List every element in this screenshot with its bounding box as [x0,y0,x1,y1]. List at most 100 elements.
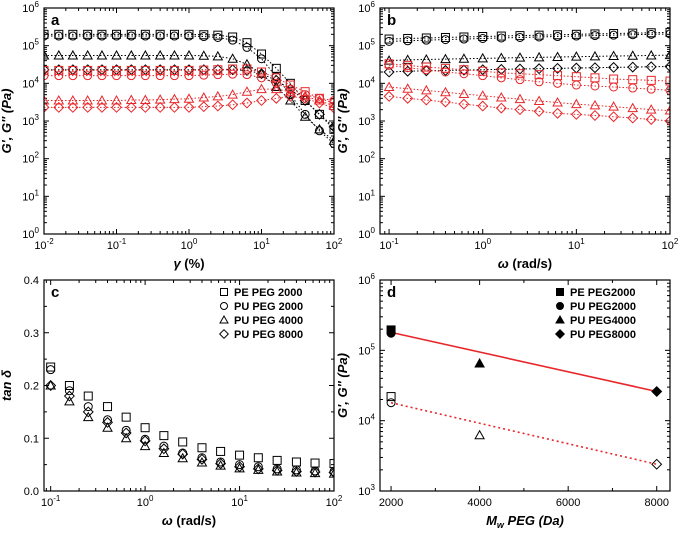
tick-exponent: 2 [338,237,343,246]
circle-marker [257,54,266,64]
legend-label: PU PEG8000 [570,329,636,341]
diamond-marker [514,104,526,116]
triangle-marker [198,50,210,60]
data-area [386,325,663,470]
tick-exponent: 6 [371,0,376,9]
diamond-marker [420,65,432,77]
y-tick-label: 106 [358,272,375,287]
square-marker [271,73,281,83]
circle-marker [228,35,238,45]
tick-exponent: 2 [371,151,376,160]
square-marker [459,65,469,75]
series [44,31,334,149]
tick-base: 4000 [467,497,491,509]
diamond-marker [313,108,325,120]
circle-marker [68,31,78,41]
series [44,29,334,134]
square-marker [665,76,670,86]
diamond-marker [183,101,195,113]
diamond-marker [439,96,451,108]
series [384,60,670,95]
square-marker [291,457,301,467]
y-axis-label: tan δ [0,370,14,401]
circle-marker [556,302,564,310]
circle-marker [140,31,150,41]
circle-marker [314,126,324,136]
x-tick-label: 100 [474,237,491,252]
circle-marker [272,464,282,474]
tick-base: 10 [181,240,193,252]
triangle-marker [111,49,122,60]
square-marker [496,68,506,78]
circle-marker [271,78,281,88]
triangle-marker [45,379,57,390]
y-tick-label: 106 [358,0,375,15]
diamond-marker [420,94,432,106]
circle-marker [571,31,581,41]
triangle-marker [474,429,485,440]
tick-base: 10 [22,154,34,166]
circle-marker [496,73,506,83]
diamond-marker [645,113,657,125]
triangle-marker [420,84,432,95]
diamond-marker [44,101,50,113]
tick-exponent: -2 [47,237,55,246]
triangle-marker [552,96,563,107]
diamond-marker [402,92,414,104]
circle-marker [329,96,334,106]
y-tick-label: 0.2 [24,381,39,393]
diamond-marker [328,102,334,114]
circle-marker [159,441,169,451]
diamond-marker [125,101,137,113]
square-marker [197,443,207,453]
y-tick-label: 103 [358,483,375,498]
square-marker [178,437,188,447]
series-line [44,54,334,142]
diamond-marker [290,465,302,477]
diamond-marker [154,101,166,113]
circle-marker [184,71,194,81]
triangle-marker [645,104,657,114]
y-tick-label: 106 [22,0,39,15]
series [44,69,334,106]
x-tick-label: 101 [231,494,248,509]
tick-base: 10 [253,240,265,252]
circle-marker [515,75,525,85]
legend-label: PU PEG 4000 [234,315,303,327]
circle-marker [228,69,238,79]
series [44,90,334,114]
circle-marker [386,328,396,338]
triangle-marker [514,93,526,104]
triangle-marker [552,51,563,62]
triangle-marker [440,86,451,97]
tick-base: 10 [358,3,370,15]
triangle-marker [477,52,489,63]
square-marker [329,124,334,134]
series-line [389,95,670,122]
circle-marker [403,36,413,46]
tick-exponent: 0 [193,237,198,246]
circle-marker [665,85,670,95]
triangle-marker [458,88,470,99]
triangle-marker [139,94,151,105]
triangle-marker [183,49,195,60]
circle-marker [665,29,670,39]
circle-marker [496,33,506,43]
diamond-marker [227,99,239,111]
diamond-marker [139,101,151,113]
triangle-marker [256,68,267,78]
circle-marker [140,434,150,444]
diamond-marker [139,435,151,447]
circle-marker [421,35,431,45]
tick-base: 10 [326,240,338,252]
tick-exponent: 6 [35,0,40,9]
x-label-symbol: ω [498,256,509,271]
tick-exponent: 2 [674,237,679,246]
triangle-marker [158,447,170,458]
x-tick-label: 102 [662,237,679,252]
triangle-marker [533,95,545,105]
triangle-marker [270,83,282,94]
y-tick-label: 104 [358,413,375,428]
series [651,458,663,470]
triangle-marker [67,49,79,60]
